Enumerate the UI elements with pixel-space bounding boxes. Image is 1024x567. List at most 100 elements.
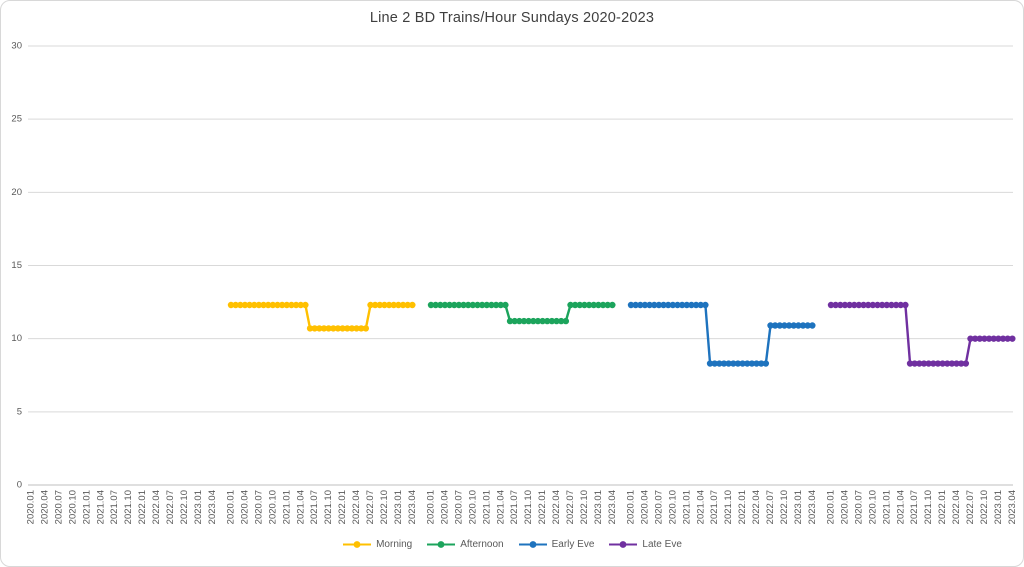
x-tick-label: 2022.04: [151, 490, 162, 524]
x-tick-label: 2021.04: [895, 490, 906, 524]
series-point-early-eve: [637, 301, 644, 309]
x-tick-label: 2023.01: [393, 490, 404, 524]
series-point-morning: [302, 301, 309, 309]
legend-item-early-eve: Early Eve: [518, 539, 594, 550]
series-point-early-eve: [739, 360, 746, 367]
series-point-late-eve: [930, 360, 937, 367]
series-point-afternoon: [446, 301, 453, 309]
x-tick-label: 2022.01: [737, 490, 748, 524]
series-point-early-eve: [655, 301, 663, 309]
series-point-morning: [334, 325, 342, 332]
series-point-late-eve: [934, 360, 942, 367]
x-tick-label: 2021.04: [295, 490, 306, 524]
series-point-morning: [227, 301, 235, 309]
x-tick-label: 2021.01: [281, 490, 292, 524]
series-point-afternoon: [516, 317, 523, 325]
x-tick-label: 2020.04: [839, 490, 850, 524]
series-point-morning: [260, 301, 267, 309]
series-point-late-eve: [855, 301, 863, 309]
x-tick-label: 2023.01: [193, 490, 204, 524]
x-tick-label: 2020.01: [426, 490, 437, 524]
series-point-early-eve: [660, 301, 667, 309]
legend-label-afternoon: Afternoon: [460, 539, 504, 550]
legend-dot-icon: [620, 541, 627, 548]
series-point-afternoon: [478, 301, 486, 309]
y-tick-label: 30: [11, 41, 22, 52]
series-point-early-eve: [730, 360, 737, 367]
series-point-morning: [306, 325, 314, 332]
series-point-afternoon: [576, 301, 583, 309]
x-tick-label: 2022.07: [165, 490, 176, 524]
series-point-early-eve: [702, 301, 709, 309]
series-point-early-eve: [725, 360, 732, 367]
series-point-early-eve: [758, 360, 765, 367]
series-point-afternoon: [492, 301, 500, 309]
x-tick-label: 2022.10: [579, 490, 590, 524]
series-point-early-eve: [753, 360, 760, 367]
series-point-early-eve: [646, 301, 653, 309]
series-point-late-eve: [920, 360, 928, 367]
series-point-late-eve: [962, 360, 970, 367]
series-point-early-eve: [762, 360, 770, 367]
x-tick-label: 2021.10: [523, 490, 534, 524]
series-point-afternoon: [455, 301, 463, 309]
series-point-early-eve: [809, 322, 816, 329]
series-point-afternoon: [590, 301, 597, 309]
x-tick-label: 2021.10: [123, 490, 134, 524]
series-point-early-eve: [734, 360, 742, 367]
x-tick-label: 2022.07: [765, 490, 776, 524]
series-point-morning: [274, 301, 281, 309]
series-point-early-eve: [744, 360, 751, 367]
series-point-early-eve: [767, 322, 774, 329]
x-tick-label: 2020.07: [453, 490, 464, 524]
x-tick-label: 2021.07: [709, 490, 720, 524]
series-point-morning: [246, 301, 253, 309]
series-point-late-eve: [874, 301, 881, 309]
x-tick-label: 2022.10: [179, 490, 190, 524]
series-point-late-eve: [976, 335, 983, 342]
x-tick-label: 2020.04: [239, 490, 250, 524]
series-point-afternoon: [581, 301, 588, 309]
x-tick-label: 2021.04: [95, 490, 106, 524]
series-point-late-eve: [906, 360, 914, 367]
legend-dot-icon: [437, 541, 445, 548]
series-point-morning: [255, 301, 263, 309]
x-tick-label: 2020.07: [653, 490, 664, 524]
x-tick-label: 2020.04: [639, 490, 650, 524]
x-tick-label: 2021.01: [681, 490, 692, 524]
series-point-afternoon: [571, 301, 579, 309]
series-point-morning: [330, 325, 337, 332]
legend-dot-icon: [353, 541, 361, 548]
series-point-late-eve: [837, 301, 844, 309]
series-point-late-eve: [851, 301, 858, 309]
legend: Morning Afternoon Early Eve Late Eve: [1, 539, 1023, 550]
legend-item-morning: Morning: [342, 539, 412, 550]
series-point-early-eve: [641, 301, 649, 309]
x-tick-label: 2020.01: [26, 490, 37, 524]
x-tick-label: 2020.10: [467, 490, 478, 524]
series-line-late-eve: [829, 303, 1014, 365]
series-point-late-eve: [869, 301, 877, 309]
series-point-morning: [288, 301, 295, 309]
x-tick-label: 2021.10: [923, 490, 934, 524]
x-tick-label: 2022.01: [137, 490, 148, 524]
legend-marker-afternoon: [427, 541, 456, 548]
series-point-early-eve: [688, 301, 695, 309]
x-tick-label: 2023.01: [993, 490, 1004, 524]
x-tick-label: 2020.07: [253, 490, 264, 524]
series-point-early-eve: [790, 322, 797, 329]
series-point-afternoon: [609, 301, 616, 309]
series-point-late-eve: [827, 301, 835, 309]
series-point-morning: [251, 301, 258, 309]
series-point-morning: [278, 301, 286, 309]
series-point-late-eve: [953, 360, 960, 367]
series-point-afternoon: [474, 301, 481, 309]
x-tick-label: 2023.04: [607, 490, 618, 524]
x-tick-label: 2022.07: [565, 490, 576, 524]
series-point-morning: [353, 325, 360, 332]
series-point-early-eve: [795, 322, 802, 329]
legend-marker-early-eve: [518, 541, 547, 548]
chart-title: Line 2 BD Trains/Hour Sundays 2020-2023: [369, 10, 655, 26]
series-point-late-eve: [939, 360, 946, 367]
series-point-morning: [265, 301, 272, 309]
